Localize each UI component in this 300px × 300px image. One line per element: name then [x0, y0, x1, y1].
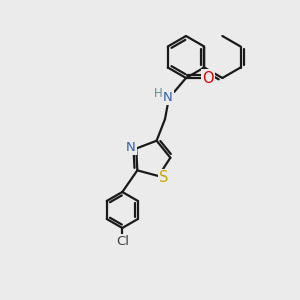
Text: Cl: Cl [116, 235, 129, 248]
Text: N: N [163, 91, 173, 104]
Text: H: H [154, 87, 163, 101]
Text: O: O [202, 70, 213, 86]
Text: S: S [159, 170, 169, 185]
Text: N: N [126, 140, 136, 154]
